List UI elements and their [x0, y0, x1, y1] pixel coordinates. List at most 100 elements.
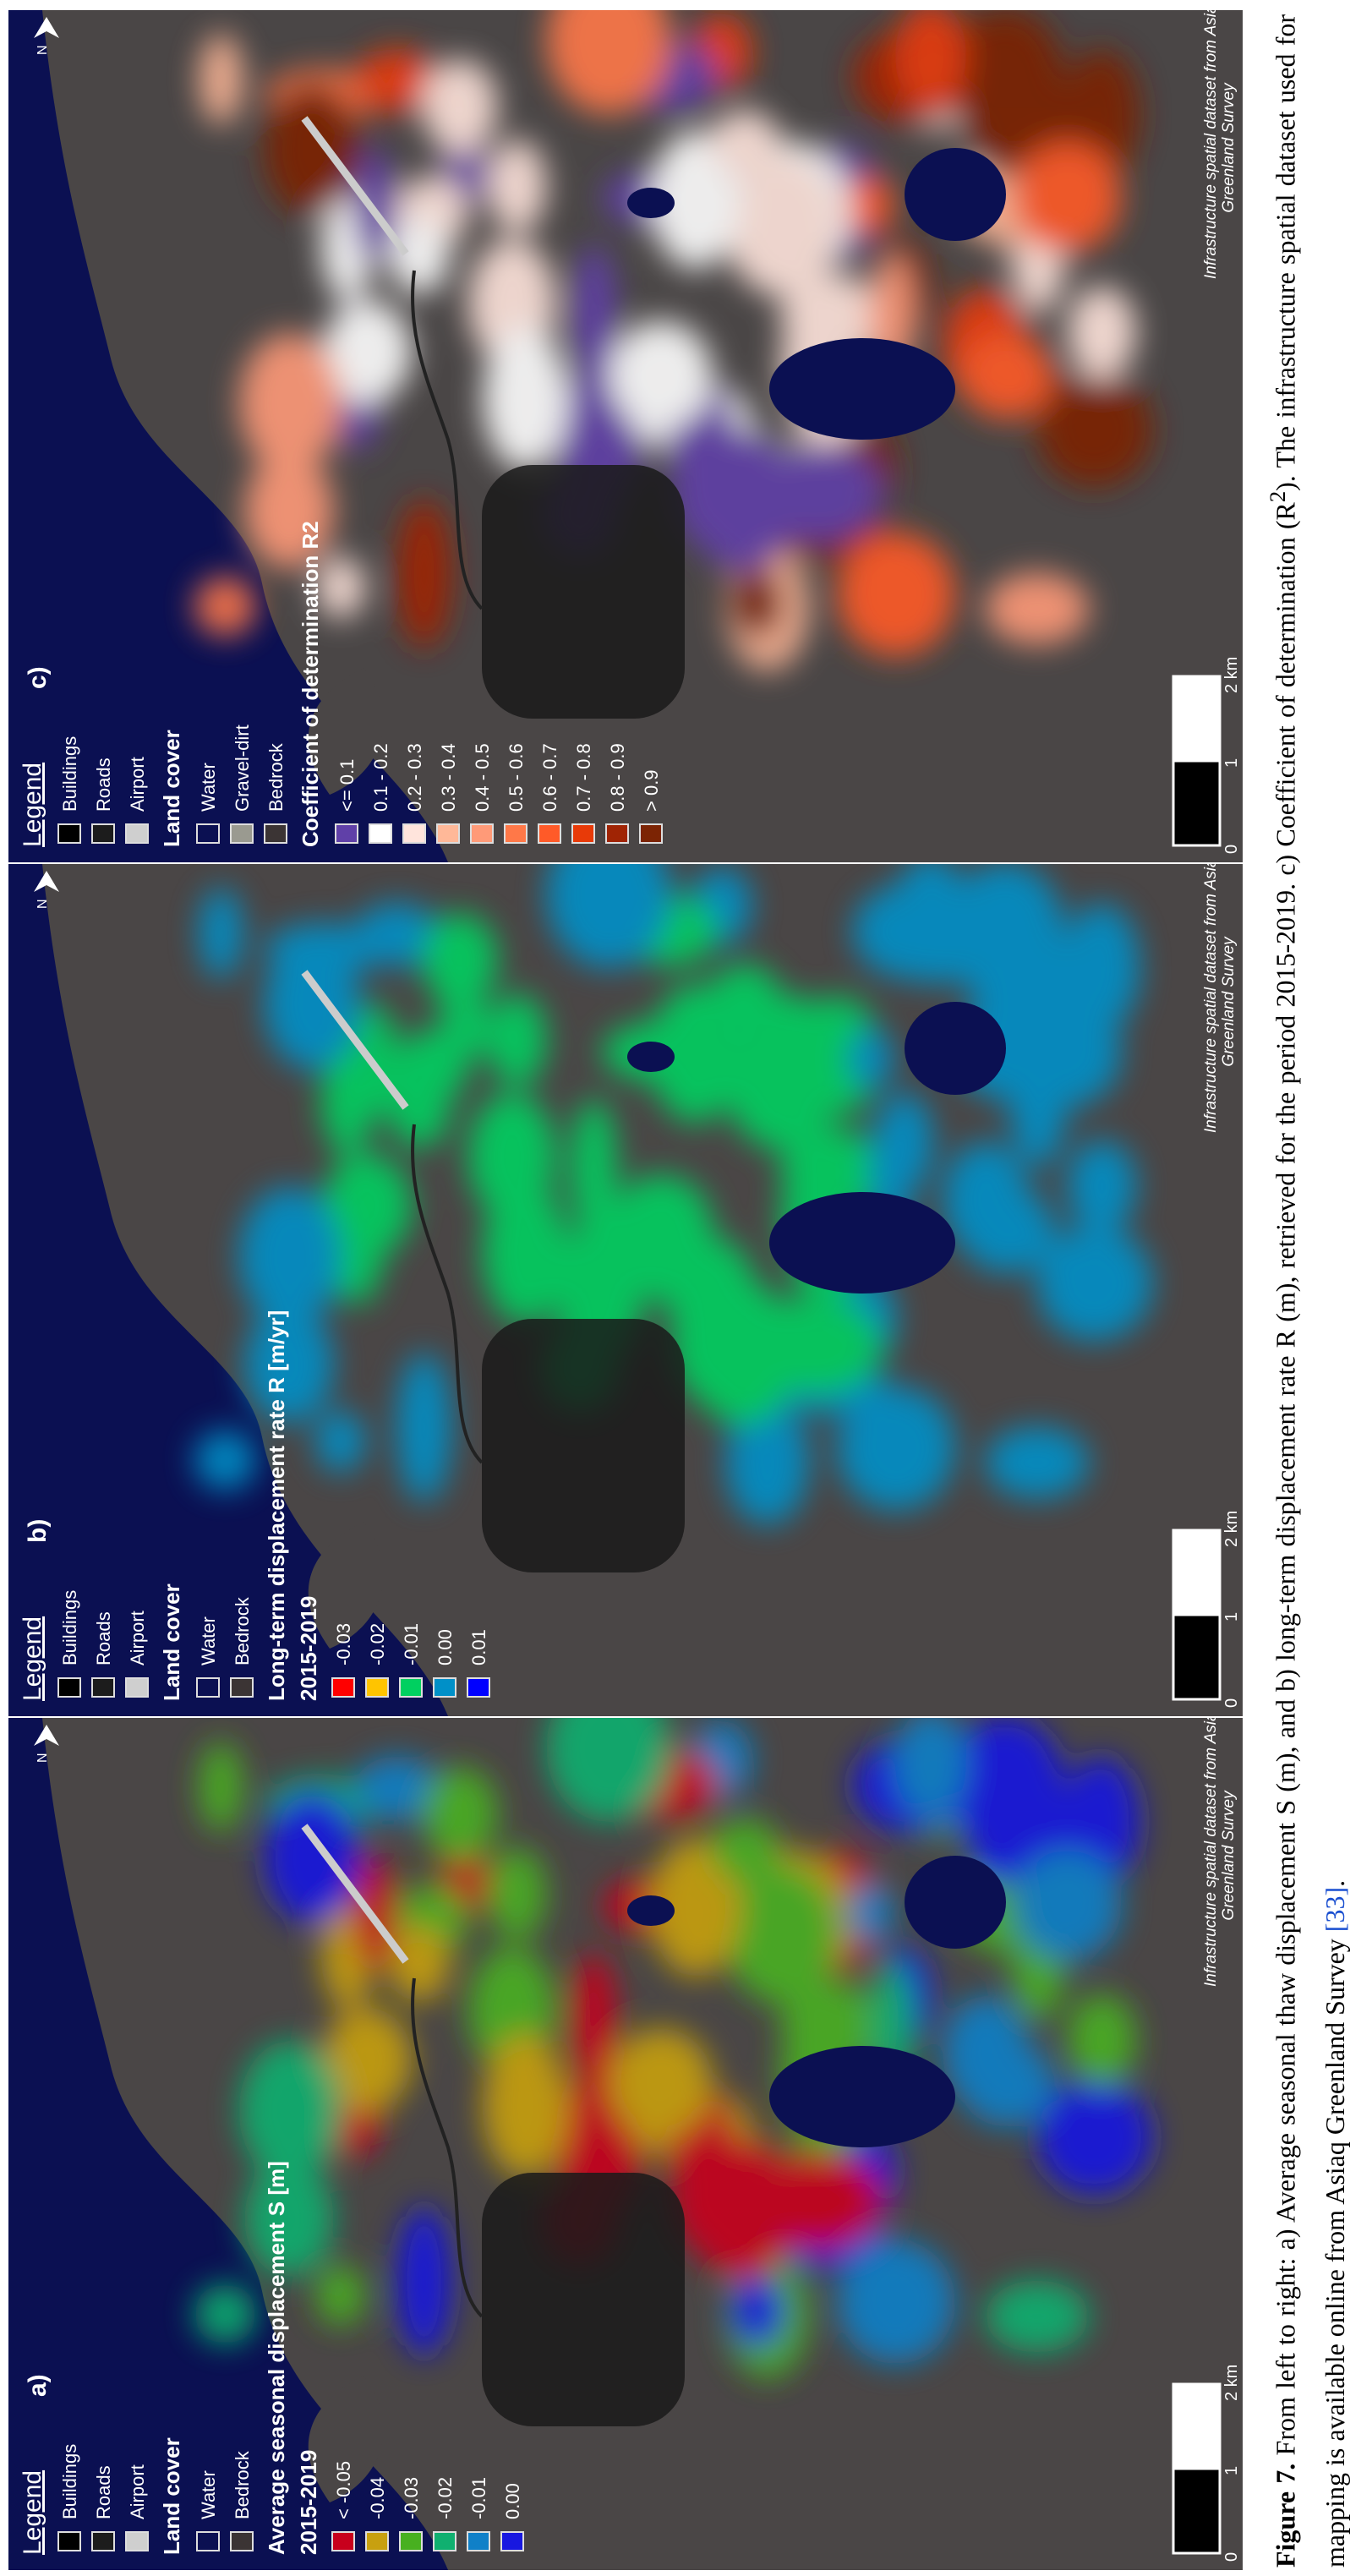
swatch — [467, 1677, 490, 1698]
swatch — [335, 823, 358, 844]
lake — [905, 1002, 1006, 1095]
swatch — [57, 823, 81, 844]
displacement-blob — [985, 2280, 1090, 2353]
caption-sup: 2 — [1265, 490, 1290, 503]
displacement-blob — [959, 1186, 1055, 1273]
displacement-blob — [724, 1009, 839, 1151]
airport — [301, 970, 409, 1110]
displacement-blob — [848, 1028, 894, 1090]
swatch — [605, 823, 629, 844]
road — [411, 1124, 484, 1464]
map — [34, 864, 1243, 1716]
displacement-blob — [487, 139, 547, 233]
class-label: 0.6 - 0.7 — [539, 743, 560, 812]
legend-title: Legend — [19, 2469, 46, 2555]
scale-title: Average seasonal displacement S [m] — [264, 2161, 289, 2555]
displacement-blob — [422, 58, 498, 154]
lake — [769, 338, 955, 440]
lake — [905, 148, 1006, 241]
map — [34, 1718, 1243, 2570]
displacement-blob — [894, 1718, 967, 1818]
caption: Figure 7. From left to right: a) Average… — [1253, 14, 1359, 2568]
displacement-blob — [422, 912, 498, 1008]
swatch — [402, 823, 426, 844]
displacement-blob — [1013, 996, 1122, 1108]
displacement-blob — [322, 2007, 413, 2112]
infrastructure-label: Airport — [127, 2464, 148, 2519]
displacement-blob — [546, 864, 671, 969]
swatch — [196, 823, 220, 844]
displacement-blob — [709, 964, 780, 1028]
displacement-blob — [238, 332, 342, 473]
scale-title: Long-term displacement rate R [m/yr] — [264, 1310, 289, 1701]
displacement-blob — [1067, 286, 1137, 379]
swatch — [57, 2531, 81, 2551]
displacement-blob — [264, 1791, 361, 1924]
displacement-blob — [388, 1071, 451, 1149]
displacement-blob — [837, 532, 955, 657]
displacement-blob — [1036, 1226, 1153, 1341]
displacement-blob — [894, 864, 967, 964]
displacement-blob — [709, 1818, 780, 1882]
displacement-blob — [244, 1306, 334, 1423]
infrastructure-label: Roads — [93, 1611, 114, 1665]
displacement-blob — [396, 498, 452, 648]
north-label: N — [36, 899, 50, 909]
displacement-blob — [322, 1153, 413, 1258]
displacement-blob — [244, 452, 334, 569]
displacement-blob — [1036, 372, 1153, 487]
displacement-blob — [199, 1741, 243, 1833]
scale-title: Coefficient of determination R2 — [298, 521, 323, 847]
displacement-blob — [487, 993, 547, 1087]
caption-label: Figure 7. — [1270, 2463, 1301, 2568]
class-label: -0.01 — [401, 1622, 422, 1665]
displacement-blob — [264, 84, 361, 216]
swatch — [230, 2531, 254, 2551]
city — [482, 465, 685, 719]
swatch — [331, 2531, 355, 2551]
scale-bar-label: 0 — [1222, 2551, 1241, 2562]
class-label: > 0.9 — [641, 769, 662, 812]
displacement-blob — [894, 10, 967, 110]
swatch — [91, 2531, 115, 2551]
period: 2015-2019 — [296, 1595, 321, 1701]
road — [411, 270, 484, 610]
displacement-blob — [194, 576, 257, 637]
displacement-blob — [354, 1756, 440, 1821]
swatch — [264, 823, 287, 844]
class-label: -0.02 — [367, 1622, 388, 1665]
north-arrow — [34, 1725, 59, 1746]
displacement-blob — [730, 1422, 784, 1493]
class-label: 0.3 - 0.4 — [438, 743, 459, 812]
caption-ref[interactable]: [33] — [1319, 1886, 1350, 1933]
displacement-blob — [264, 938, 361, 1070]
north-label: N — [36, 1753, 50, 1763]
infrastructure-label: Buildings — [59, 736, 80, 812]
displacement-blob — [724, 156, 839, 297]
class-label: < -0.05 — [333, 2460, 354, 2519]
swatch — [125, 1677, 149, 1698]
legend-title: Legend — [19, 1616, 46, 1701]
land-cover-label: Water — [198, 763, 219, 812]
city — [482, 2173, 685, 2426]
class-label: 0.00 — [502, 2483, 523, 2519]
displacement-blob — [730, 2276, 784, 2347]
swatch — [91, 1677, 115, 1698]
panel-label: a) — [24, 2374, 52, 2397]
swatch — [504, 823, 527, 844]
caption-text: . — [1319, 1879, 1350, 1887]
displacement-blob — [1067, 1140, 1137, 1233]
displacement-blob — [985, 572, 1090, 645]
city — [482, 1319, 685, 1572]
class-label: -0.02 — [435, 2476, 456, 2519]
displacement-blob — [959, 2040, 1055, 2127]
credit: Infrastructure spatial dataset from Asia… — [1202, 864, 1238, 1133]
displacement-blob — [686, 429, 799, 572]
displacement-blob — [315, 1410, 366, 1473]
map-panel: Legend b) Buildings Roads Airport Land cover W… — [8, 864, 1243, 1716]
land-cover-title: Land cover — [159, 730, 184, 847]
displacement-blob — [1013, 1850, 1122, 1961]
map-panel: Legend a) Buildings Roads Airport Land cover W… — [8, 1718, 1243, 2570]
displacement-blob — [482, 1180, 569, 1325]
